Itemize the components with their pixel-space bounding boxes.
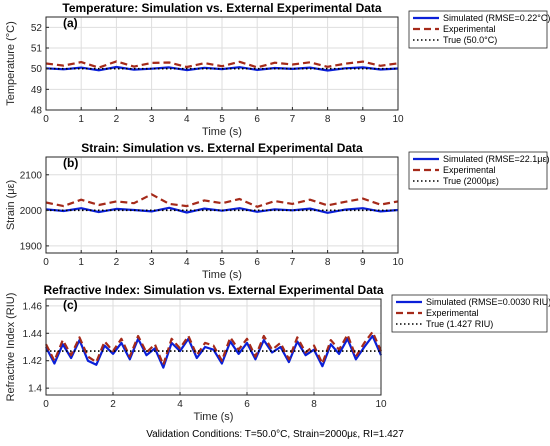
y-tick-label: 1.44 [23, 329, 43, 340]
x-tick-label: 9 [360, 257, 366, 268]
chart-title: Temperature: Simulation vs. External Exp… [62, 1, 382, 15]
panel-label: (c) [63, 298, 78, 312]
legend-entry-3: True (2000με) [443, 176, 499, 186]
y-tick-label: 1.42 [23, 356, 43, 367]
legend-entry-2: Experimental [443, 24, 496, 34]
x-tick-label: 9 [360, 114, 366, 125]
x-axis-label: Time (s) [194, 411, 234, 423]
x-tick-label: 3 [149, 257, 155, 268]
y-tick-label: 48 [31, 106, 43, 117]
y-tick-label: 1.46 [23, 301, 43, 312]
chart-panel-1: 0 1 2 3 4 5 6 7 8 9 10 48 49 50 51 52 Temperature: Simul… [5, 1, 550, 138]
x-tick-label: 6 [244, 399, 250, 410]
legend: Simulated (RMSE=0.0030 RIU)ExperimentalT… [391, 294, 550, 333]
x-tick-label: 0 [43, 257, 49, 268]
x-tick-label: 2 [114, 114, 120, 125]
series-line-2 [45, 330, 383, 366]
x-tick-label: 2 [110, 399, 116, 410]
legend-entry-1: Simulated (RMSE=0.0030 RIU) [426, 297, 550, 307]
chart-title: Strain: Simulation vs. External Experime… [81, 141, 363, 155]
y-axis-label: Temperature (°C) [5, 21, 17, 105]
x-tick-label: 6 [254, 257, 260, 268]
x-tick-label: 6 [254, 114, 260, 125]
y-tick-label: 52 [31, 23, 43, 34]
x-tick-label: 4 [184, 114, 190, 125]
x-tick-label: 0 [43, 399, 49, 410]
x-tick-label: 1 [78, 257, 84, 268]
y-tick-label: 50 [31, 64, 43, 75]
panel-label: (b) [63, 156, 78, 170]
x-tick-label: 10 [375, 399, 387, 410]
y-tick-label: 51 [31, 44, 43, 55]
x-tick-label: 4 [177, 399, 183, 410]
y-axis-label: Strain (με) [5, 180, 17, 230]
legend-entry-3: True (1.427 RIU) [426, 319, 493, 329]
x-axis-label: Time (s) [202, 269, 242, 281]
y-axis-label: Refractive Index (RIU) [5, 293, 17, 402]
y-tick-label: 2000 [20, 206, 43, 217]
x-tick-label: 4 [184, 257, 190, 268]
x-tick-label: 8 [325, 114, 331, 125]
x-tick-label: 2 [114, 257, 120, 268]
x-tick-label: 10 [392, 114, 404, 125]
x-tick-label: 8 [325, 257, 331, 268]
x-tick-label: 5 [219, 114, 225, 125]
y-tick-label: 49 [31, 85, 43, 96]
x-tick-label: 8 [311, 399, 317, 410]
panel-label: (a) [63, 16, 78, 30]
legend-entry-2: Experimental [426, 308, 479, 318]
x-tick-label: 7 [290, 114, 296, 125]
figure-caption: Validation Conditions: T=50.0°C, Strain=… [146, 429, 404, 440]
y-tick-label: 1.4 [28, 384, 42, 395]
x-tick-label: 3 [149, 114, 155, 125]
y-tick-label: 1900 [20, 241, 43, 252]
x-tick-label: 0 [43, 114, 49, 125]
chart-title: Refractive Index: Simulation vs. Externa… [43, 283, 383, 297]
y-tick-label: 2100 [20, 170, 43, 181]
x-tick-label: 7 [290, 257, 296, 268]
x-tick-label: 10 [392, 257, 404, 268]
plot-area-frame [45, 298, 382, 396]
legend-entry-1: Simulated (RMSE=0.22°C) [443, 13, 550, 23]
legend: Simulated (RMSE=0.22°C)ExperimentalTrue … [408, 10, 550, 49]
legend-entry-3: True (50.0°C) [443, 35, 497, 45]
series-line-2 [45, 193, 399, 208]
x-axis-label: Time (s) [202, 126, 242, 138]
legend-entry-2: Experimental [443, 165, 496, 175]
legend-entry-1: Simulated (RMSE=22.1με) [443, 154, 550, 164]
x-tick-label: 1 [78, 114, 84, 125]
x-tick-label: 5 [219, 257, 225, 268]
legend: Simulated (RMSE=22.1με)ExperimentalTrue … [408, 151, 550, 190]
chart-panel-2: 0 1 2 3 4 5 6 7 8 9 10 1900 2000 2100 Strain: Simulati… [5, 141, 550, 281]
series-line-2 [45, 60, 399, 69]
